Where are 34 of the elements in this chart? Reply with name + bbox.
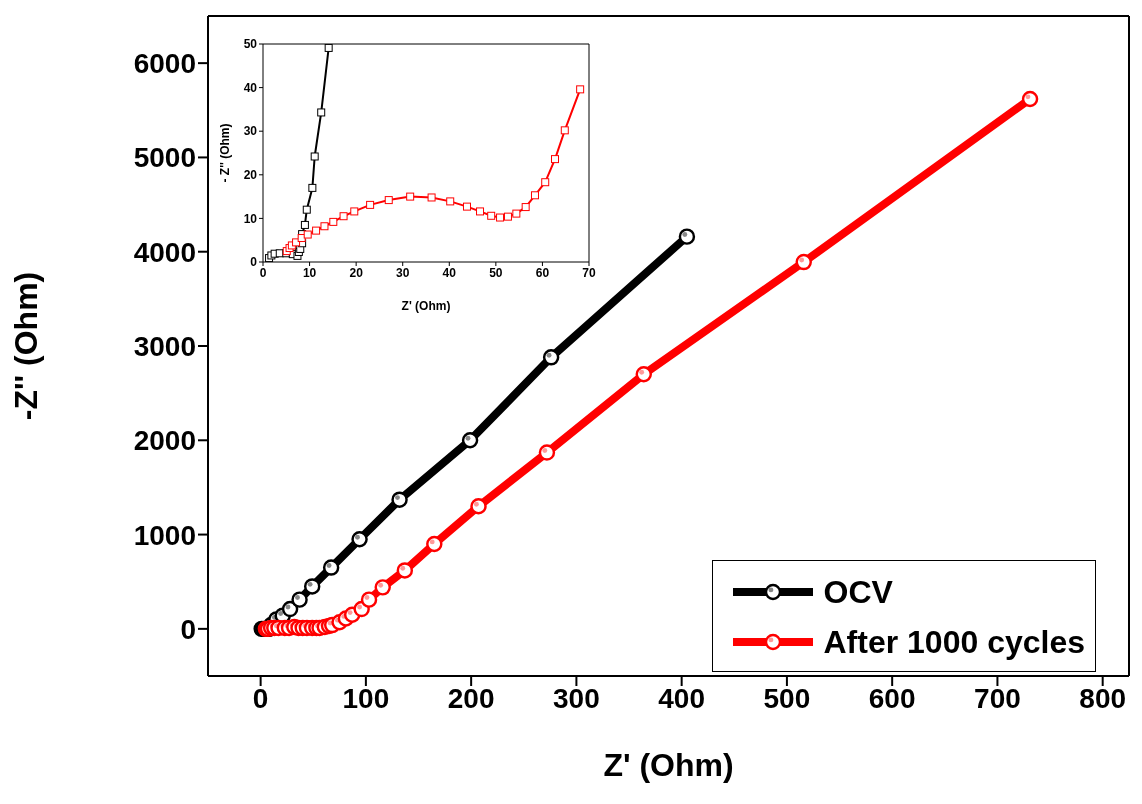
x-axis-title: Z' (Ohm)	[401, 299, 451, 313]
x-axis-title: Z' (Ohm)	[603, 747, 734, 783]
x-tick-label: 20	[349, 265, 364, 280]
x-tick-label: 70	[582, 265, 596, 280]
y-tick-label: 20	[243, 168, 258, 183]
y-tick-label: 1000	[133, 519, 196, 551]
y-tick-label: 6000	[133, 48, 196, 80]
x-tick-label: 400	[658, 682, 706, 714]
y-tick-label: 30	[243, 124, 258, 139]
x-tick-label: 50	[489, 265, 503, 280]
y-tick-label: 0	[180, 613, 196, 645]
y-tick-label: 2000	[133, 425, 196, 457]
x-tick-label: 100	[342, 682, 390, 714]
x-tick-label: 200	[447, 682, 495, 714]
y-tick-label: 50	[243, 37, 258, 52]
y-tick-label: 40	[243, 80, 258, 95]
x-tick-label: 40	[442, 265, 457, 280]
legend-label: OCV	[823, 573, 893, 611]
y-tick-label: 10	[243, 211, 258, 226]
x-tick-label: 30	[396, 265, 410, 280]
y-tick-label: 3000	[133, 330, 196, 362]
y-tick-label: 5000	[133, 142, 196, 174]
x-tick-label: 700	[974, 682, 1021, 714]
y-axis-title: -Z'' (Ohm)	[8, 271, 45, 421]
x-tick-label: 800	[1079, 682, 1127, 714]
x-tick-label: 10	[302, 265, 317, 280]
legend-label: After 1000 cycles	[823, 623, 1085, 661]
y-axis-title: - Z'' (Ohm)	[218, 123, 233, 183]
x-tick-label: 500	[763, 682, 811, 714]
x-tick-label: 600	[868, 682, 916, 714]
x-tick-label: 300	[553, 682, 600, 714]
x-tick-label: 60	[535, 265, 550, 280]
y-tick-label: 4000	[133, 236, 196, 268]
y-tick-label: 0	[250, 255, 258, 270]
